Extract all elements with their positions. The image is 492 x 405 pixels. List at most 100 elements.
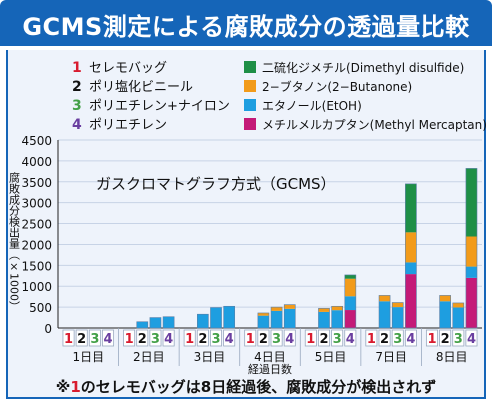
bar-segment [163,316,175,328]
bar-outline [162,316,175,329]
bar-segment [439,301,451,328]
x-group-label: 3日目 [194,350,226,364]
bar-segment [344,296,356,311]
bar-outline [344,274,357,329]
bar-segment [439,295,451,302]
footnote-mark: ※ [55,378,71,396]
bar-bag-label: 3 [211,332,220,347]
footnote-number: 1 [70,378,81,396]
bar-segment [344,278,356,297]
bar-outline [223,305,236,329]
bar-label-box [149,329,162,347]
bar-label-box [465,329,478,347]
bar-label-box [439,329,452,347]
bar-segment [392,307,404,328]
bar-label-box [210,329,222,347]
bar-outline [391,302,404,329]
bar-bag-label: 1 [185,332,194,347]
bar-segment [136,321,148,328]
bar-segment [257,312,269,316]
bar-segment [331,310,343,328]
legend-series-name: 2−ブタノン(2−Butanone) [262,79,412,94]
bar-outline [270,306,283,329]
x-group-label: 4日目 [254,350,286,364]
x-group-label: 7日目 [375,350,407,364]
bar-segment [284,304,296,309]
bar-segment [405,183,417,233]
x-group-label: 1日目 [72,350,104,364]
bar-bag-label: 2 [259,332,268,347]
bar-label-box [331,329,344,347]
bar-segment [210,307,222,328]
bar-segment [452,307,464,328]
bar-label-box [257,329,270,347]
bar-label-box [244,329,257,347]
bar-segment [405,232,417,263]
bar-segment [318,308,330,312]
x-group-label: 2日目 [133,350,165,364]
title-banner: GCMS測定による腐敗成分の透過量比較 [0,0,492,46]
bar-segment [465,277,477,328]
legend-bag-number: 1 [72,60,82,76]
method-annotation: ガスクロマトグラフ方式（GCMS） [96,175,336,193]
legend-bag-name: ポリエチレン+ナイロン [89,99,230,114]
legend-bag-name: ポリエチレン [89,118,167,133]
bar-outline [439,295,451,329]
bar-bag-label: 4 [225,332,234,347]
bar-segment [465,266,477,278]
bar-outline [465,168,478,329]
bar-segment [452,302,464,308]
bar-label-box [270,329,283,347]
bar-bag-label: 1 [367,332,376,347]
legend-bag-name: セレモバッグ [89,61,167,76]
y-tick-label: 4500 [21,134,52,148]
y-tick-label: 1000 [21,280,52,294]
bar-segment [197,314,209,328]
bar-segment [149,317,161,328]
bar-bag-label: 3 [272,332,281,347]
bar-segment [223,306,235,328]
y-tick-label: 500 [29,301,52,315]
bar-segment [405,262,417,275]
y-tick-label: 2500 [21,218,52,232]
bar-bag-label: 1 [125,332,134,347]
bar-label-box [283,329,296,347]
bar-label-box [123,329,136,347]
x-group-label: 8日目 [436,350,468,364]
bar-segment [344,274,356,279]
bar-label-box [136,329,149,347]
bar-label-box [425,329,438,347]
x-group-label: 5日目 [315,350,347,364]
bar-label-box [88,329,101,347]
legend-swatch [244,61,256,73]
chart-title: GCMS測定による腐敗成分の透過量比較 [22,13,470,41]
bar-bag-label: 4 [467,332,476,347]
bar-outline [136,321,149,329]
bar-outline [197,313,209,329]
bar-outline [149,317,162,329]
bar-bag-label: 4 [346,332,355,347]
bar-label-box [365,329,378,347]
legend-bag-number: 2 [72,79,82,95]
bar-bag-label: 2 [138,332,147,347]
bar-bag-label: 4 [285,332,294,347]
bar-bag-label: 4 [406,332,415,347]
legend-swatch [244,118,256,130]
y-tick-label: 0 [44,322,52,336]
bar-label-box [183,329,196,347]
bar-bag-label: 1 [64,332,73,347]
bar-bag-label: 2 [380,332,389,347]
bar-label-box [378,329,391,347]
bar-segment [344,310,356,328]
legend-series-name: メチルメルカプタン(Methyl Mercaptan) [262,118,487,132]
y-tick-label: 4000 [21,155,52,169]
bar-bag-label: 3 [151,332,160,347]
bar-segment [284,308,296,328]
bar-segment [379,301,391,328]
bar-bag-label: 3 [333,332,342,347]
y-tick-label: 3500 [21,176,52,190]
bar-segment [465,236,477,267]
bar-outline [318,308,330,329]
bar-label-box [75,329,88,347]
bar-label-box [196,329,209,347]
